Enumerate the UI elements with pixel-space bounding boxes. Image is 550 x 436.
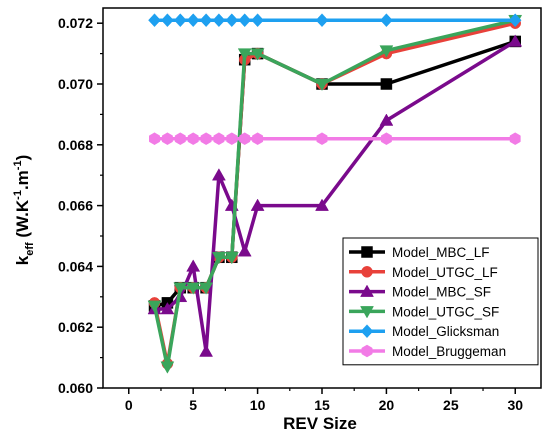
legend-swatch-marker — [361, 246, 373, 258]
y-tick-label: 0.068 — [58, 137, 93, 153]
data-point — [315, 13, 329, 28]
legend-item: Model_UTGC_LF — [349, 265, 498, 280]
data-point — [250, 198, 265, 211]
legend-swatch-marker — [360, 306, 374, 319]
data-point — [148, 13, 161, 28]
data-point — [380, 132, 392, 145]
series-model-bruggeman — [149, 132, 521, 145]
data-point — [316, 132, 328, 145]
legend-label: Model_UTGC_SF — [392, 304, 499, 319]
tick-layer: 0 5 10 15 20 25 30 0.060 0.062 0.064 0.066 0.068 0.0… — [58, 15, 523, 413]
legend-label: Model_Glicksman — [392, 324, 499, 339]
legend-swatch-marker — [360, 284, 374, 297]
data-point — [509, 132, 521, 145]
y-tick-label: 0.060 — [58, 380, 93, 396]
data-point — [508, 34, 523, 47]
series-layer — [147, 13, 523, 374]
data-point — [252, 132, 264, 145]
data-point — [186, 13, 200, 28]
data-point — [211, 252, 226, 265]
data-point — [199, 344, 214, 357]
series-model-glicksman — [148, 13, 522, 28]
data-point — [225, 13, 239, 28]
data-point — [173, 13, 187, 28]
data-point — [379, 45, 394, 58]
data-point — [149, 132, 160, 145]
legend-item: Model_Bruggeman — [349, 344, 506, 359]
data-point — [251, 13, 264, 28]
data-point — [173, 282, 188, 295]
data-point — [250, 48, 265, 61]
data-point — [186, 259, 201, 272]
x-tick-label: 20 — [379, 397, 395, 413]
data-point — [187, 132, 199, 145]
legend-swatch-marker — [361, 266, 373, 278]
data-point — [380, 13, 393, 28]
y-axis-unit-mid: .m — [13, 170, 32, 190]
data-point — [200, 132, 212, 145]
legend-item: Model_MBC_LF — [349, 245, 490, 260]
y-axis-unit-suffix: ) — [13, 155, 32, 161]
data-point — [237, 48, 252, 61]
data-point — [226, 132, 238, 145]
data-point — [237, 244, 252, 257]
legend-label: Model_MBC_LF — [392, 245, 490, 260]
data-point — [161, 13, 174, 28]
data-point — [199, 13, 213, 28]
x-tick-label: 0 — [125, 397, 133, 413]
legend-swatch-marker — [360, 324, 374, 339]
data-point — [212, 13, 226, 28]
legend-item: Model_UTGC_SF — [349, 304, 499, 319]
y-axis-exponent-1: -1 — [12, 190, 24, 200]
x-tick-label: 25 — [443, 397, 459, 413]
data-point — [199, 282, 214, 295]
x-tick-label: 5 — [189, 397, 197, 413]
data-point — [160, 361, 175, 374]
legend-box — [342, 237, 539, 366]
y-axis-unit-prefix: (W.K — [13, 199, 32, 242]
legend-swatch-marker — [361, 344, 373, 358]
data-point — [379, 113, 394, 126]
y-axis-exponent-2: -1 — [12, 160, 24, 170]
y-tick-label: 0.062 — [58, 319, 93, 335]
x-tick-label: 15 — [314, 397, 330, 413]
legend: Model_MBC_LF Model_UTGC_LF Model_MBC_SF Mod… — [342, 237, 539, 366]
data-point — [380, 78, 393, 90]
y-tick-label: 0.066 — [58, 198, 93, 214]
y-tick-label: 0.064 — [58, 258, 93, 274]
data-point — [213, 132, 225, 145]
data-point — [315, 78, 329, 92]
legend-label: Model_Bruggeman — [392, 344, 506, 359]
y-tick-label: 0.070 — [58, 76, 93, 92]
x-tick-label: 10 — [250, 397, 266, 413]
data-point — [160, 301, 175, 315]
x-tick-label: 30 — [507, 397, 523, 413]
legend-label: Model_MBC_SF — [392, 285, 491, 300]
data-point — [161, 132, 173, 145]
y-axis-title: keff (W.K-1.m-1) — [12, 155, 36, 266]
data-point — [147, 300, 162, 313]
data-point — [211, 168, 226, 181]
legend-label: Model_UTGC_LF — [392, 265, 498, 280]
x-axis-title: REV Size — [283, 414, 357, 433]
series-model-utgc-sf — [147, 14, 523, 374]
y-axis-subscript: eff — [24, 242, 36, 256]
data-point — [315, 198, 329, 211]
data-point — [186, 282, 201, 295]
data-point — [508, 13, 522, 28]
y-axis-base: k — [13, 255, 32, 265]
data-point — [238, 13, 252, 28]
series-line — [152, 18, 516, 369]
legend-item: Model_Glicksman — [349, 324, 499, 339]
data-point — [239, 132, 251, 145]
y-tick-label: 0.072 — [58, 15, 93, 31]
legend-item: Model_MBC_SF — [349, 284, 491, 300]
data-point — [224, 252, 239, 265]
data-point — [174, 132, 186, 145]
